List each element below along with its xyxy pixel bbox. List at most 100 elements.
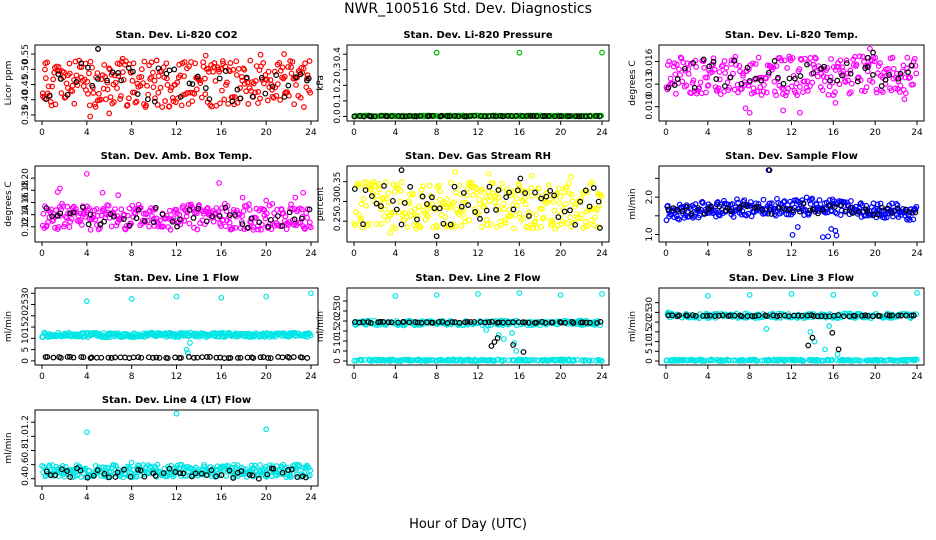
data-point	[119, 69, 126, 75]
data-point	[825, 91, 832, 98]
data-point	[406, 191, 413, 198]
data-point	[442, 214, 449, 221]
panel-ylabel: Licor ppm	[4, 61, 14, 106]
y-tick-label: 0.18	[21, 180, 31, 200]
data-point	[453, 206, 460, 213]
reference-point	[759, 207, 766, 213]
data-point	[153, 473, 160, 480]
data-point	[86, 70, 92, 77]
data-point	[564, 220, 571, 227]
reference-point	[876, 312, 883, 319]
data-point	[689, 80, 696, 86]
panel-ylabel: ml/min	[4, 311, 14, 342]
reference-point	[822, 313, 829, 320]
data-point	[707, 357, 714, 364]
data-point	[100, 464, 106, 471]
reference-point	[797, 73, 804, 79]
reference-point	[255, 475, 262, 482]
data-point	[781, 198, 788, 205]
data-point	[42, 60, 49, 67]
data-point	[379, 196, 386, 203]
reference-point	[135, 354, 142, 360]
x-tick-label: 16	[828, 372, 840, 382]
data-point	[699, 200, 706, 206]
reference-point	[462, 319, 468, 326]
reference-point	[564, 113, 571, 120]
reference-point	[818, 313, 825, 320]
reference-point	[712, 313, 718, 319]
reference-point	[444, 113, 451, 119]
data-point	[68, 215, 75, 222]
data-point	[830, 92, 837, 98]
data-point	[823, 74, 830, 81]
data-point	[509, 330, 515, 336]
y-tick-label: 0.50	[21, 59, 31, 79]
data-point	[578, 322, 585, 328]
reference-point	[351, 186, 358, 192]
data-point	[146, 207, 153, 214]
reference-point	[407, 183, 414, 190]
data-point	[738, 86, 745, 92]
data-point	[528, 185, 535, 192]
data-point	[52, 101, 59, 108]
reference-point	[230, 475, 237, 481]
data-point	[115, 73, 122, 79]
data-point	[285, 64, 292, 70]
data-point	[913, 356, 920, 363]
data-point	[169, 95, 176, 101]
data-point	[436, 196, 443, 203]
reference-point	[562, 319, 568, 326]
reference-point	[202, 85, 209, 91]
data-point	[906, 217, 913, 223]
data-point	[83, 429, 90, 435]
reference-point	[688, 211, 695, 217]
reference-point	[710, 58, 717, 65]
data-point	[530, 225, 536, 232]
reference-point	[400, 318, 407, 325]
data-point	[598, 358, 605, 364]
x-tick-label: 8	[129, 372, 135, 382]
reference-point	[249, 93, 256, 100]
panel-3: Stan. Dev. Li-820 Temp. degrees C 0 4 8 12 16 2…	[628, 30, 925, 138]
reference-point	[766, 167, 773, 174]
data-point	[728, 57, 735, 64]
data-point	[384, 217, 391, 224]
data-point	[87, 113, 94, 120]
data-point	[913, 70, 920, 77]
panel-ylabel: ml/min	[628, 188, 638, 219]
data-point	[306, 58, 313, 64]
data-point	[798, 56, 805, 63]
data-point	[271, 68, 278, 75]
data-point	[684, 60, 691, 67]
data-point	[754, 88, 760, 95]
reference-point	[835, 346, 842, 353]
data-point	[763, 75, 769, 82]
y-tick-label: 0.010	[645, 94, 655, 120]
data-point	[192, 60, 199, 67]
reference-point	[758, 77, 765, 84]
reference-point	[426, 113, 433, 119]
x-tick-label: 4	[84, 493, 90, 503]
data-point	[485, 170, 492, 177]
data-point	[560, 205, 567, 212]
x-tick-label: 20	[869, 128, 881, 138]
x-tick-label: 20	[555, 249, 567, 259]
data-point	[752, 61, 759, 67]
data-point	[133, 98, 140, 105]
reference-point	[504, 113, 511, 119]
data-point	[592, 214, 598, 221]
reference-point	[882, 76, 889, 83]
data-point	[166, 103, 173, 110]
data-point	[229, 225, 236, 231]
reference-point	[567, 113, 573, 119]
data-point	[87, 58, 94, 65]
reference-point	[70, 354, 77, 361]
data-point	[99, 189, 106, 196]
reference-point	[250, 355, 257, 361]
data-point	[40, 210, 47, 217]
x-tick-label: 4	[392, 249, 398, 259]
reference-point	[73, 79, 80, 85]
data-point	[716, 69, 723, 75]
reference-point	[679, 208, 686, 214]
data-point	[220, 217, 227, 223]
